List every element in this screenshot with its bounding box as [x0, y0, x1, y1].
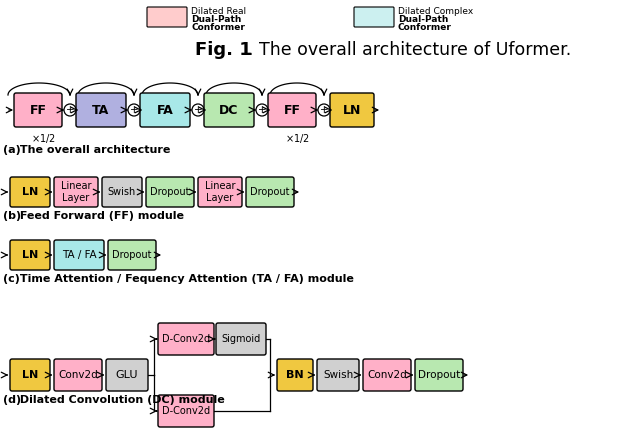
Text: Conv2d: Conv2d — [367, 370, 407, 380]
Text: DC: DC — [219, 103, 239, 116]
FancyBboxPatch shape — [147, 7, 187, 27]
Text: (b): (b) — [3, 211, 21, 221]
Text: D-Conv2d: D-Conv2d — [162, 334, 210, 344]
FancyBboxPatch shape — [102, 177, 142, 207]
Circle shape — [192, 104, 204, 116]
Text: +: + — [258, 105, 266, 115]
Text: The overall architecture: The overall architecture — [16, 145, 170, 155]
Text: TA / FA: TA / FA — [62, 250, 96, 260]
Text: Dropout: Dropout — [150, 187, 190, 197]
Text: . The overall architecture of Uformer.: . The overall architecture of Uformer. — [248, 41, 571, 59]
Text: +: + — [193, 105, 202, 115]
Text: FA: FA — [157, 103, 173, 116]
FancyBboxPatch shape — [204, 93, 254, 127]
Text: Conformer: Conformer — [398, 23, 452, 32]
Text: LN: LN — [22, 370, 38, 380]
Text: Linear
Layer: Linear Layer — [205, 181, 235, 203]
Circle shape — [128, 104, 140, 116]
Circle shape — [256, 104, 268, 116]
Text: FF: FF — [29, 103, 47, 116]
Text: LN: LN — [22, 187, 38, 197]
Text: Linear
Layer: Linear Layer — [61, 181, 91, 203]
FancyBboxPatch shape — [268, 93, 316, 127]
FancyBboxPatch shape — [317, 359, 359, 391]
Text: Swish: Swish — [108, 187, 136, 197]
Text: BN: BN — [286, 370, 304, 380]
FancyBboxPatch shape — [363, 359, 411, 391]
FancyBboxPatch shape — [158, 395, 214, 427]
Text: FF: FF — [283, 103, 301, 116]
Text: $\times$1/2: $\times$1/2 — [285, 132, 310, 145]
Text: +: + — [319, 105, 328, 115]
Text: +: + — [130, 105, 139, 115]
Text: +: + — [66, 105, 74, 115]
FancyBboxPatch shape — [158, 323, 214, 355]
FancyBboxPatch shape — [10, 240, 50, 270]
Text: TA: TA — [92, 103, 110, 116]
FancyBboxPatch shape — [246, 177, 294, 207]
Text: Dropout: Dropout — [418, 370, 460, 380]
Text: Time Attention / Fequency Attention (TA / FA) module: Time Attention / Fequency Attention (TA … — [16, 274, 354, 284]
Text: Dropout: Dropout — [250, 187, 290, 197]
FancyBboxPatch shape — [277, 359, 313, 391]
Text: Conformer: Conformer — [191, 23, 245, 32]
Text: (c): (c) — [3, 274, 20, 284]
Text: LN: LN — [22, 250, 38, 260]
Text: (d): (d) — [3, 395, 21, 405]
FancyBboxPatch shape — [108, 240, 156, 270]
Text: Fig. 1: Fig. 1 — [195, 41, 251, 59]
Text: GLU: GLU — [115, 370, 139, 380]
FancyBboxPatch shape — [415, 359, 463, 391]
FancyBboxPatch shape — [354, 7, 394, 27]
Text: Dropout: Dropout — [112, 250, 152, 260]
FancyBboxPatch shape — [216, 323, 266, 355]
FancyBboxPatch shape — [140, 93, 190, 127]
Circle shape — [318, 104, 330, 116]
FancyBboxPatch shape — [330, 93, 374, 127]
Text: Dilated Convolution (DC) module: Dilated Convolution (DC) module — [16, 395, 225, 405]
Text: Dilated Real: Dilated Real — [191, 7, 246, 16]
Text: D-Conv2d: D-Conv2d — [162, 406, 210, 416]
FancyBboxPatch shape — [146, 177, 194, 207]
Circle shape — [64, 104, 76, 116]
FancyBboxPatch shape — [54, 240, 104, 270]
Text: $\times$1/2: $\times$1/2 — [31, 132, 56, 145]
FancyBboxPatch shape — [76, 93, 126, 127]
Text: (a): (a) — [3, 145, 21, 155]
Text: Dual-Path: Dual-Path — [191, 15, 241, 24]
FancyBboxPatch shape — [198, 177, 242, 207]
FancyBboxPatch shape — [54, 177, 98, 207]
Text: Dilated Complex: Dilated Complex — [398, 7, 473, 16]
Text: Conv2d: Conv2d — [58, 370, 98, 380]
Text: Feed Forward (FF) module: Feed Forward (FF) module — [16, 211, 184, 221]
Text: LN: LN — [343, 103, 361, 116]
FancyBboxPatch shape — [106, 359, 148, 391]
Text: Dual-Path: Dual-Path — [398, 15, 449, 24]
FancyBboxPatch shape — [10, 177, 50, 207]
FancyBboxPatch shape — [10, 359, 50, 391]
Text: Sigmoid: Sigmoid — [222, 334, 261, 344]
FancyBboxPatch shape — [54, 359, 102, 391]
FancyBboxPatch shape — [14, 93, 62, 127]
Text: Swish: Swish — [323, 370, 353, 380]
